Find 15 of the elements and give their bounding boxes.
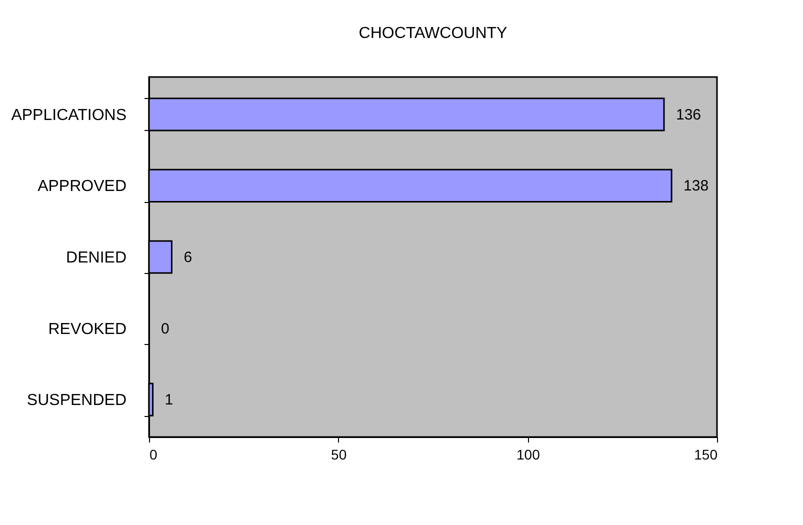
y-tick-label: DENIED — [66, 250, 126, 266]
y-tick-label: SUSPENDED — [26, 392, 126, 410]
y-tick-label: APPROVED — [38, 178, 126, 196]
chart-title: CHOCTAWCOUNTY — [358, 25, 508, 42]
y-tick-label: APPLICATIONS — [11, 106, 126, 124]
x-tick-label: 150 — [694, 446, 718, 462]
y-tick-label: REVOKED — [48, 320, 126, 338]
data-label: 0 — [161, 320, 170, 338]
x-tick-label: 50 — [331, 446, 347, 462]
data-label: 1 — [164, 392, 174, 409]
data-label: 136 — [676, 106, 702, 124]
x-tick-label: 0 — [150, 446, 158, 462]
data-label: 6 — [184, 249, 192, 266]
data-label: 138 — [684, 178, 709, 195]
x-tick-label: 100 — [516, 446, 540, 462]
